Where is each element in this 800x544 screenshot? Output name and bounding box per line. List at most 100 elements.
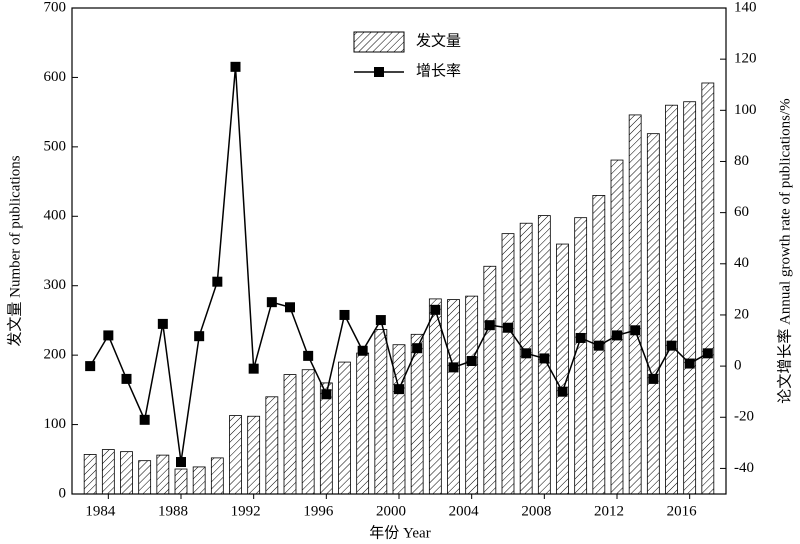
y2-tick-label: 20 <box>734 306 749 322</box>
y-tick-label: 700 <box>44 0 67 15</box>
line-marker <box>630 325 641 336</box>
line-marker <box>448 362 459 373</box>
y2-tick-label: 60 <box>734 204 749 220</box>
legend-label: 增长率 <box>416 62 461 79</box>
x-tick-label: 1992 <box>231 503 261 519</box>
x-tick-label: 2004 <box>449 503 480 519</box>
y-tick-label: 500 <box>44 138 67 154</box>
y-tick-label: 200 <box>44 347 67 363</box>
bar <box>392 344 406 495</box>
line-marker <box>412 343 423 354</box>
bar <box>556 243 569 495</box>
legend-marker <box>374 67 384 77</box>
bar <box>301 369 315 495</box>
bar <box>374 329 388 495</box>
bar <box>610 159 624 495</box>
line-marker <box>303 350 314 361</box>
y-tick-label: 300 <box>44 277 67 293</box>
bar <box>210 457 224 495</box>
line-marker <box>339 309 350 320</box>
line-marker <box>484 320 495 331</box>
bar <box>519 222 533 495</box>
bar <box>229 415 242 495</box>
y2-tick-label: 140 <box>734 0 757 15</box>
legend-label: 发文量 <box>416 32 461 49</box>
line-marker <box>321 389 332 400</box>
y2-tick-label: 0 <box>734 358 742 374</box>
line-marker <box>285 302 295 313</box>
line-marker <box>176 457 186 468</box>
line-marker <box>575 332 586 343</box>
bar <box>483 265 497 495</box>
y2-tick-label: 120 <box>734 51 757 67</box>
line-marker <box>212 276 223 287</box>
line-marker <box>557 386 568 397</box>
y-axis-label: 发文量 Number of publications <box>6 155 23 346</box>
line-marker <box>503 322 513 333</box>
bar <box>101 449 115 495</box>
x-tick-label: 1996 <box>303 503 334 519</box>
line-marker <box>684 358 695 369</box>
bar <box>465 295 479 495</box>
bar <box>356 352 370 495</box>
bar <box>410 333 424 495</box>
y2-tick-label: -40 <box>734 460 754 476</box>
bar <box>283 374 297 495</box>
y-tick-label: 0 <box>59 485 67 501</box>
y2-axis-label: 论文增长率 Annual growth rate of publications… <box>776 98 793 403</box>
bar <box>156 454 170 495</box>
bar <box>447 299 460 495</box>
bar <box>83 454 97 495</box>
line-marker <box>702 348 713 359</box>
x-tick-label: 2012 <box>594 503 624 519</box>
x-tick-label: 1988 <box>158 503 188 519</box>
y2-tick-label: 100 <box>734 102 757 118</box>
legend-swatch <box>353 31 405 53</box>
bar <box>192 466 206 495</box>
x-tick-label: 2008 <box>521 503 551 519</box>
bar <box>138 460 152 495</box>
line-marker <box>121 373 132 384</box>
line-marker <box>593 340 604 351</box>
y2-tick-label: 40 <box>734 255 749 271</box>
line-marker <box>430 304 441 315</box>
line-marker <box>375 315 386 326</box>
y2-tick-label: -20 <box>734 409 754 425</box>
bar <box>247 415 261 495</box>
x-tick-label: 2016 <box>667 503 698 519</box>
line-marker <box>666 340 677 351</box>
line-marker <box>139 414 150 425</box>
x-axis-label: 年份 Year <box>369 524 430 541</box>
line-marker <box>612 330 622 341</box>
bar <box>338 361 351 495</box>
line-marker <box>394 384 404 395</box>
line-marker <box>85 361 96 372</box>
y-tick-label: 100 <box>44 416 67 432</box>
x-tick-label: 2000 <box>376 503 406 519</box>
bar <box>683 101 697 495</box>
y-tick-label: 400 <box>44 208 67 224</box>
bar <box>574 217 588 495</box>
bar <box>628 114 642 495</box>
bar <box>646 133 660 495</box>
line-marker <box>266 297 277 308</box>
line-marker <box>248 363 259 374</box>
bar <box>428 298 442 495</box>
bar <box>120 451 133 495</box>
bar <box>319 382 333 495</box>
bar <box>665 104 678 495</box>
bar <box>701 82 715 495</box>
x-tick-label: 1984 <box>85 503 116 519</box>
bar <box>174 468 188 495</box>
line-marker <box>230 61 241 72</box>
y-tick-label: 600 <box>44 69 67 85</box>
line-marker <box>521 348 532 359</box>
bar <box>265 396 279 495</box>
line-marker <box>648 373 659 384</box>
bar <box>501 233 515 495</box>
line-marker <box>157 318 168 329</box>
line-marker <box>103 330 114 341</box>
y2-tick-label: 80 <box>734 153 749 169</box>
line-marker <box>357 345 368 356</box>
